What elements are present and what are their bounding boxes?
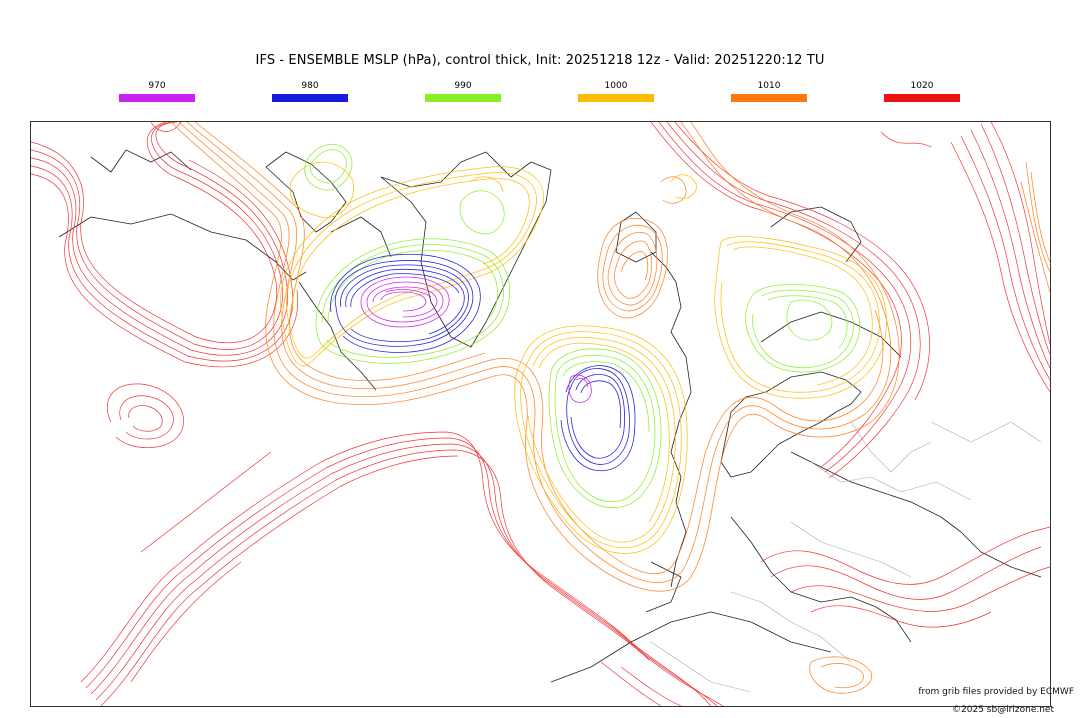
map-panel[interactable] — [30, 121, 1051, 707]
isobar-970-bundle — [360, 276, 592, 403]
isobar-1000-bundle — [279, 161, 887, 554]
legend-swatch — [272, 94, 348, 102]
legend-label: 1010 — [757, 81, 781, 91]
legend-item-1020: 1020 — [883, 80, 961, 102]
map-title: IFS - ENSEMBLE MSLP (hPa), control thick… — [255, 53, 825, 68]
legend-label: 1020 — [910, 81, 934, 91]
legend-item-980: 980 — [271, 80, 349, 102]
legend-swatch — [425, 94, 501, 102]
legend-swatch — [119, 94, 195, 102]
legend-label: 970 — [148, 81, 166, 91]
legend-swatch — [731, 94, 807, 102]
legend-label: 990 — [454, 81, 472, 91]
isobar-980-bundle — [330, 253, 636, 472]
coastlines — [58, 149, 1042, 683]
legend-swatch — [578, 94, 654, 102]
isobar-1010-bundle — [170, 122, 1050, 694]
legend-label: 980 — [301, 81, 319, 91]
pressure-map — [31, 122, 1050, 706]
legend-swatch — [884, 94, 960, 102]
isobar-1020-bundle — [31, 122, 1050, 706]
legend-item-990: 990 — [424, 80, 502, 102]
legend-item-1000: 1000 — [577, 80, 655, 102]
legend-item-1010: 1010 — [730, 80, 808, 102]
isobar-990-bundle — [304, 143, 860, 509]
legend-item-970: 970 — [118, 80, 196, 102]
credit-copyright: ©2025 sb@irizone.net — [952, 705, 1054, 715]
legend-label: 1000 — [604, 81, 628, 91]
country-borders — [650, 421, 1042, 693]
credit-source: from grib files provided by ECMWF — [918, 687, 1074, 697]
